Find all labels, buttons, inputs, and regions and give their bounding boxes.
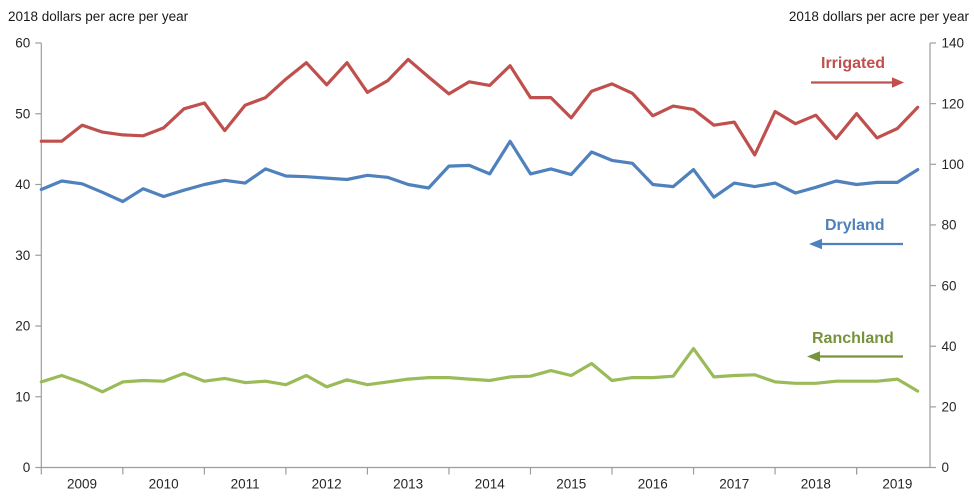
- right-axis-tick-label: 140: [942, 36, 965, 51]
- ranchland-line: [39, 347, 920, 394]
- left-axis-tick-label: 60: [15, 36, 30, 51]
- dryland-line: [39, 139, 920, 204]
- irrigated-arrowhead-icon: [892, 77, 904, 88]
- x-axis-year-label: 2017: [719, 477, 749, 492]
- dryland-series-label: Dryland: [825, 217, 885, 234]
- right-axis-tick-label: 20: [942, 400, 957, 415]
- left-axis-tick-label: 40: [15, 177, 30, 192]
- x-axis-year-label: 2013: [393, 477, 423, 492]
- left-axis-tick-label: 0: [23, 460, 31, 475]
- left-axis-tick-label: 30: [15, 248, 30, 263]
- x-axis-year-label: 2016: [638, 477, 668, 492]
- left-axis-tick-label: 20: [15, 319, 30, 334]
- x-axis-year-label: 2018: [801, 477, 831, 492]
- x-axis-year-label: 2014: [475, 477, 506, 492]
- x-axis-year-label: 2012: [312, 477, 342, 492]
- right-axis-tick-label: 40: [942, 339, 957, 354]
- x-axis-year-label: 2015: [556, 477, 586, 492]
- x-axis-year-label: 2011: [231, 477, 260, 492]
- x-axis-year-label: 2009: [67, 477, 97, 492]
- right-axis-tick-label: 120: [942, 96, 965, 111]
- right-axis-tick-label: 0: [942, 460, 950, 475]
- ranchland-series-label: Ranchland: [812, 330, 894, 347]
- left-axis-title: 2018 dollars per acre per year: [8, 9, 189, 24]
- irrigated-series-label: Irrigated: [821, 55, 886, 72]
- left-axis-tick-label: 10: [15, 389, 30, 404]
- x-axis-year-label: 2010: [149, 477, 179, 492]
- x-axis-year-label: 2019: [882, 477, 912, 492]
- right-axis-tick-label: 80: [942, 218, 957, 233]
- right-axis-tick-label: 100: [942, 157, 965, 172]
- right-axis-title: 2018 dollars per acre per year: [788, 9, 969, 24]
- dryland-arrowhead-icon: [809, 238, 822, 250]
- ranchland-arrowhead-icon: [807, 351, 820, 362]
- irrigated-line: [39, 57, 920, 157]
- left-axis-tick-label: 50: [15, 106, 30, 121]
- right-axis-tick-label: 60: [942, 278, 957, 293]
